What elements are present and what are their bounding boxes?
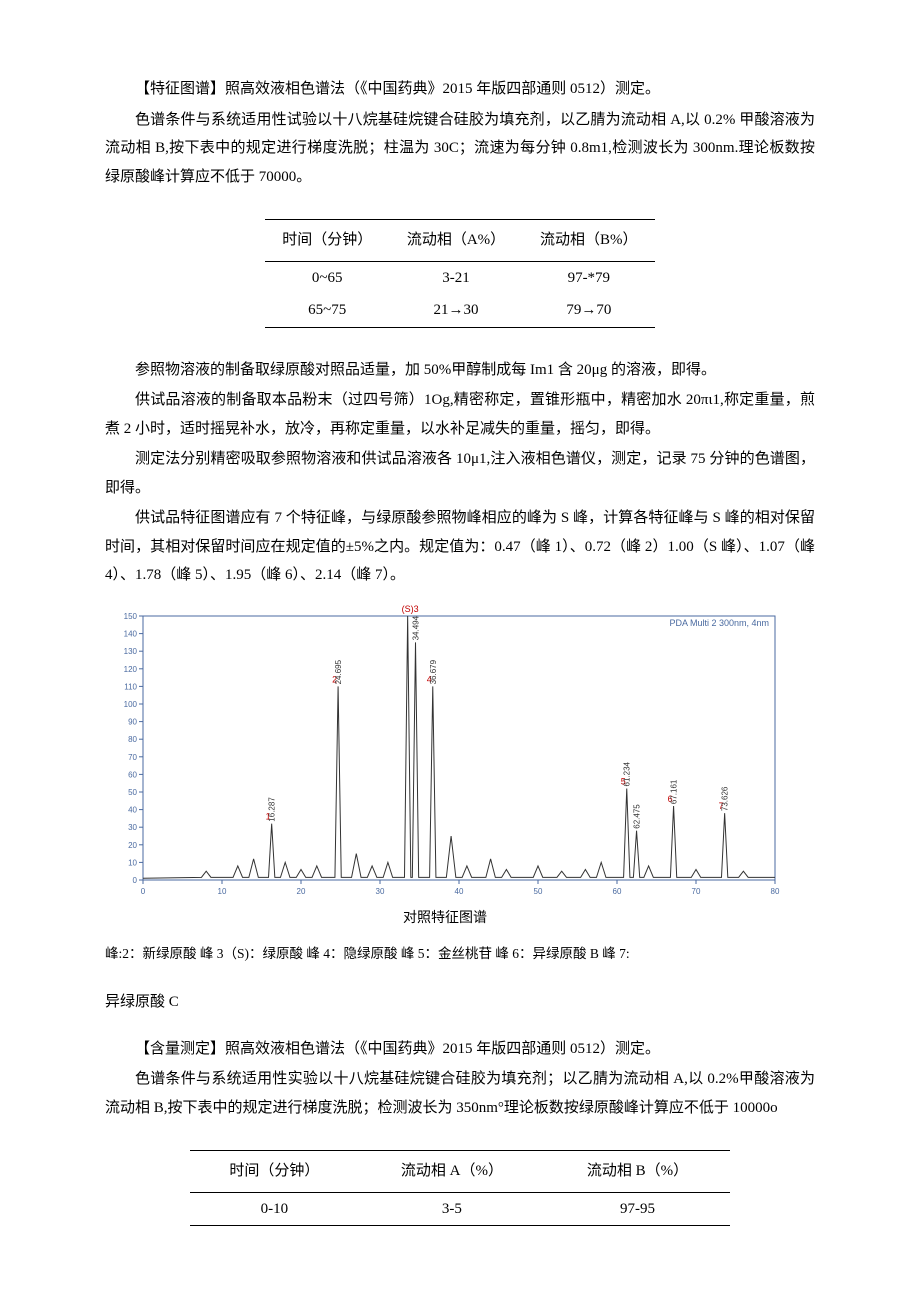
paragraph: 色谱条件与系统适用性实验以十八烷基硅烷键合硅胶为填充剂；以乙腈为流动相 A,以 …	[105, 1065, 815, 1122]
svg-text:80: 80	[128, 735, 137, 744]
svg-text:140: 140	[124, 629, 138, 638]
table-cell: 3-21	[389, 261, 522, 294]
svg-text:67.161: 67.161	[670, 779, 679, 804]
svg-text:20: 20	[297, 887, 306, 896]
svg-text:100: 100	[124, 700, 138, 709]
svg-text:10: 10	[128, 858, 137, 867]
paragraph: 参照物溶液的制备取绿原酸对照品适量，加 50%甲醇制成每 Im1 含 20μg …	[105, 356, 815, 385]
svg-text:50: 50	[128, 788, 137, 797]
svg-text:34.494: 34.494	[412, 615, 421, 640]
svg-text:24.695: 24.695	[334, 659, 343, 684]
paragraph: 供试品溶液的制备取本品粉末（过四号筛）1Og,精密称定，置锥形瓶中，精密加水 2…	[105, 386, 815, 443]
svg-text:(S)3: (S)3	[402, 604, 419, 614]
paragraph: 测定法分别精密吸取参照物溶液和供试品溶液各 10μ1,注入液相色谱仪，测定，记录…	[105, 445, 815, 502]
table-header: 流动相 A（%）	[359, 1151, 545, 1193]
table-header: 流动相 B（%）	[545, 1151, 730, 1193]
svg-text:30: 30	[128, 823, 137, 832]
gradient-table-2: 时间（分钟） 流动相 A（%） 流动相 B（%） 0-10 3-5 97-95	[105, 1150, 815, 1226]
svg-text:62.475: 62.475	[633, 803, 642, 828]
peak-legend: 峰:2：新绿原酸 峰 3（S)：绿原酸 峰 4：隐绿原酸 峰 5：金丝桃苷 峰 …	[105, 938, 815, 970]
svg-text:80: 80	[771, 887, 780, 896]
svg-text:40: 40	[455, 887, 464, 896]
svg-text:150: 150	[124, 612, 138, 621]
chromatogram-chart: 0 10 20 30 40 50 60 70 80 90 100 110 120 130 140 150 0 10…	[105, 604, 785, 933]
svg-text:73.626: 73.626	[721, 786, 730, 811]
table-header: 流动相（B%）	[523, 220, 655, 262]
table-cell: 97-*79	[523, 261, 655, 294]
svg-text:60: 60	[128, 770, 137, 779]
svg-text:36.679: 36.679	[429, 659, 438, 684]
svg-text:16.287: 16.287	[268, 796, 277, 821]
chart-caption: 对照特征图谱	[105, 906, 785, 933]
svg-text:70: 70	[692, 887, 701, 896]
svg-text:50: 50	[534, 887, 543, 896]
gradient-table-1: 时间（分钟） 流动相（A%） 流动相（B%） 0~65 3-21 97-*79 …	[105, 219, 815, 328]
paragraph: 色谱条件与系统适用性试验以十八烷基硅烷键合硅胶为填充剂，以乙腈为流动相 A,以 …	[105, 106, 815, 192]
svg-text:0: 0	[133, 876, 138, 885]
table-cell: 3-5	[359, 1192, 545, 1226]
svg-text:110: 110	[124, 682, 137, 691]
table-header: 时间（分钟）	[265, 220, 389, 262]
svg-text:120: 120	[124, 664, 138, 673]
svg-text:20: 20	[128, 840, 137, 849]
paragraph: 供试品特征图谱应有 7 个特征峰，与绿原酸参照物峰相应的峰为 S 峰，计算各特征…	[105, 504, 815, 590]
table-header: 时间（分钟）	[190, 1151, 359, 1193]
svg-text:60: 60	[613, 887, 622, 896]
paragraph: 【特征图谱】照高效液相色谱法（《中国药典》2015 年版四部通则 0512）测定…	[105, 75, 815, 104]
svg-text:70: 70	[128, 752, 137, 761]
svg-text:130: 130	[124, 647, 138, 656]
peak-legend: 异绿原酸 C	[105, 988, 815, 1017]
svg-text:40: 40	[128, 805, 137, 814]
svg-text:30: 30	[376, 887, 385, 896]
table-cell: 79→70	[523, 294, 655, 327]
svg-text:PDA Multi 2 300nm, 4nm: PDA Multi 2 300nm, 4nm	[669, 618, 769, 628]
table-cell: 0~65	[265, 261, 389, 294]
svg-text:90: 90	[128, 717, 137, 726]
svg-text:0: 0	[141, 887, 146, 896]
paragraph: 【含量测定】照高效液相色谱法（《中国药典》2015 年版四部通则 0512）测定…	[105, 1035, 815, 1064]
svg-text:61.234: 61.234	[623, 761, 632, 786]
table-header: 流动相（A%）	[389, 220, 522, 262]
table-cell: 21→30	[389, 294, 522, 327]
table-cell: 0-10	[190, 1192, 359, 1226]
table-cell: 97-95	[545, 1192, 730, 1226]
svg-text:10: 10	[218, 887, 227, 896]
table-cell: 65~75	[265, 294, 389, 327]
